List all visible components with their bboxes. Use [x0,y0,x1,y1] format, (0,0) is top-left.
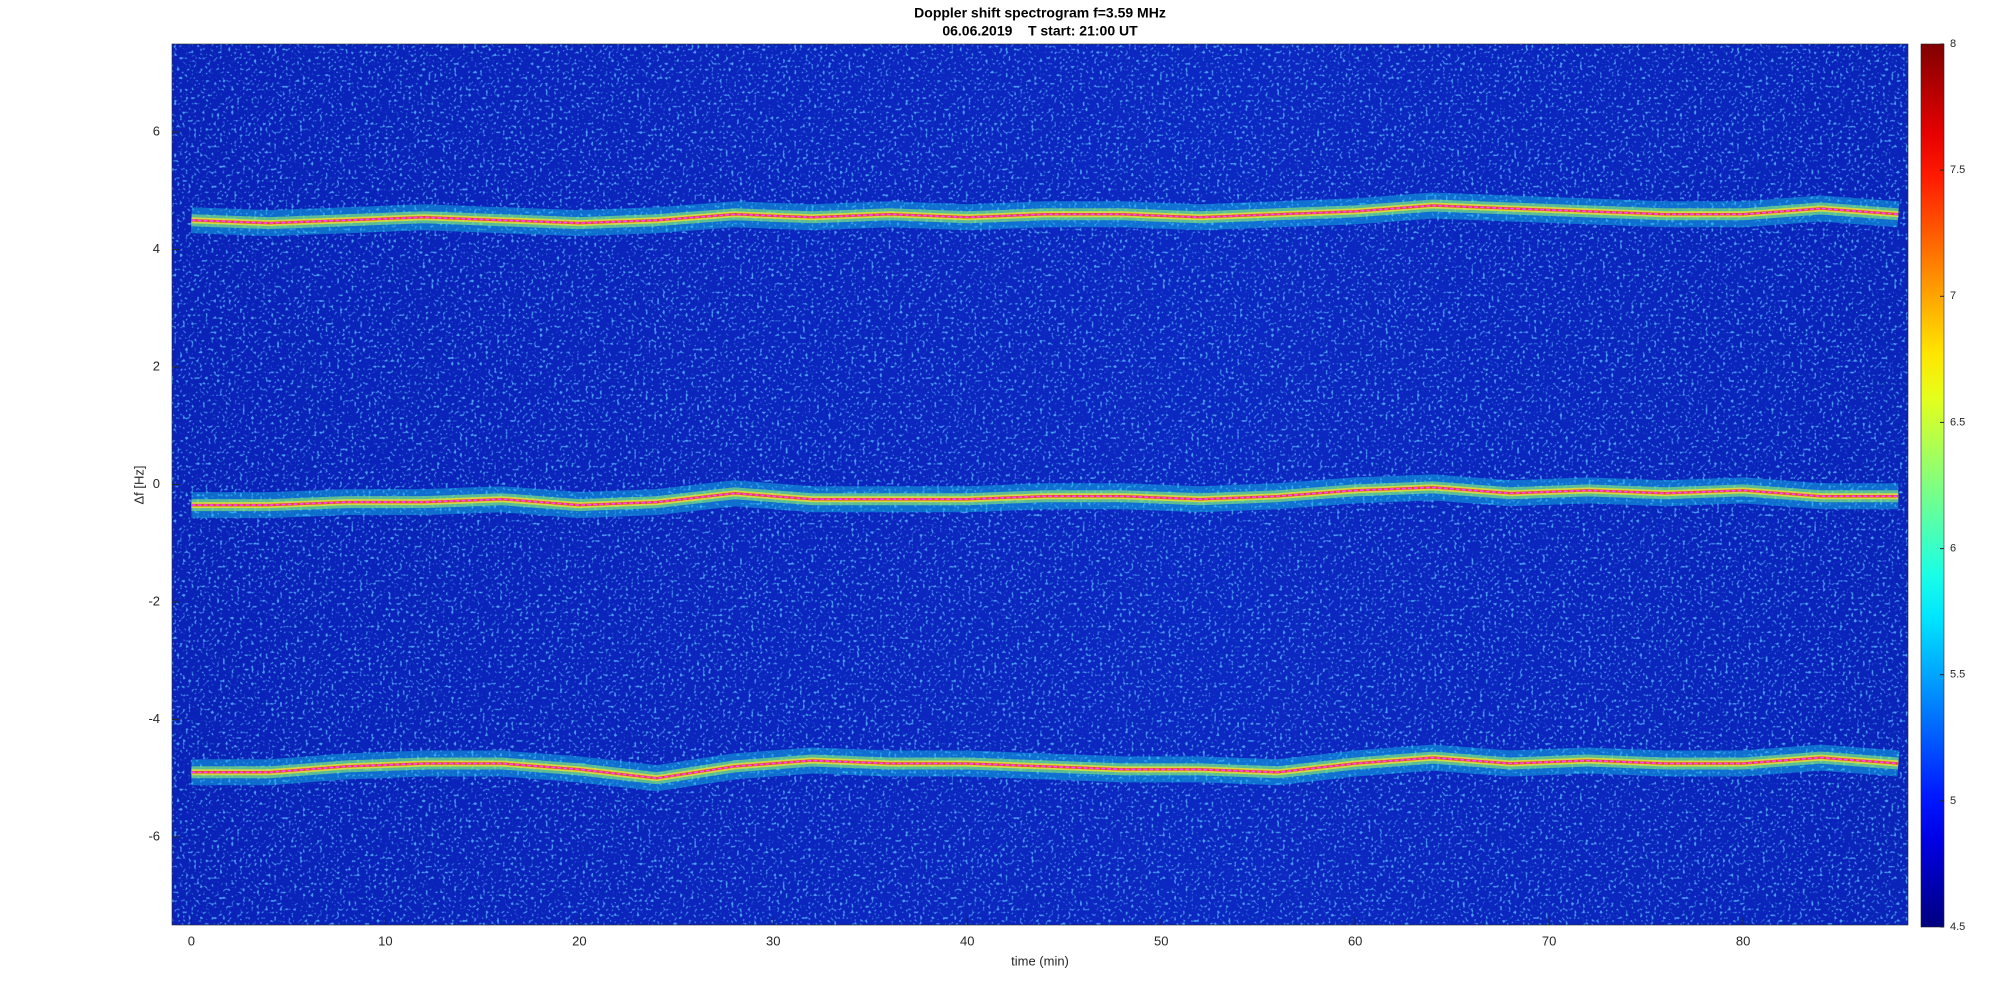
x-tick-label: 80 [1736,933,1750,948]
y-tick-label: -2 [148,593,160,608]
y-tick-label: -6 [148,828,160,843]
trace-line [191,204,1899,224]
x-tick-label: 70 [1542,933,1556,948]
trace-line [191,756,1899,779]
colorbar [1920,43,1945,928]
x-tick-label: 20 [572,933,586,948]
x-tick-label: 50 [1154,933,1168,948]
chart-title: Doppler shift spectrogram f=3.59 MHz [914,5,1166,21]
x-axis-label: time (min) [1011,953,1069,968]
trace-line [191,486,1899,506]
colorbar-tick-label: 7 [1950,290,1956,302]
chart-subtitle: 06.06.2019 T start: 21:00 UT [942,23,1138,39]
colorbar-tick-label: 6.5 [1950,416,1965,428]
colorbar-tick-label: 7.5 [1950,164,1965,176]
colorbar-tick-label: 5.5 [1950,669,1965,681]
x-tick-label: 40 [960,933,974,948]
colorbar-tick-label: 4.5 [1950,921,1965,933]
x-tick-label: 30 [766,933,780,948]
colorbar-tick-label: 6 [1950,542,1956,554]
x-tick-label: 60 [1348,933,1362,948]
x-tick-label: 10 [378,933,392,948]
y-tick-label: 2 [153,358,160,373]
noise-texture [172,44,1908,925]
y-axis-label: Δf [Hz] [131,465,146,504]
y-tick-label: 0 [153,476,160,491]
y-tick-label: -4 [148,711,160,726]
x-tick-label: 0 [188,933,195,948]
colorbar-tick-label: 8 [1950,38,1956,50]
y-tick-label: 6 [153,124,160,139]
colorbar-tick-label: 5 [1950,795,1956,807]
y-tick-label: 4 [153,241,160,256]
